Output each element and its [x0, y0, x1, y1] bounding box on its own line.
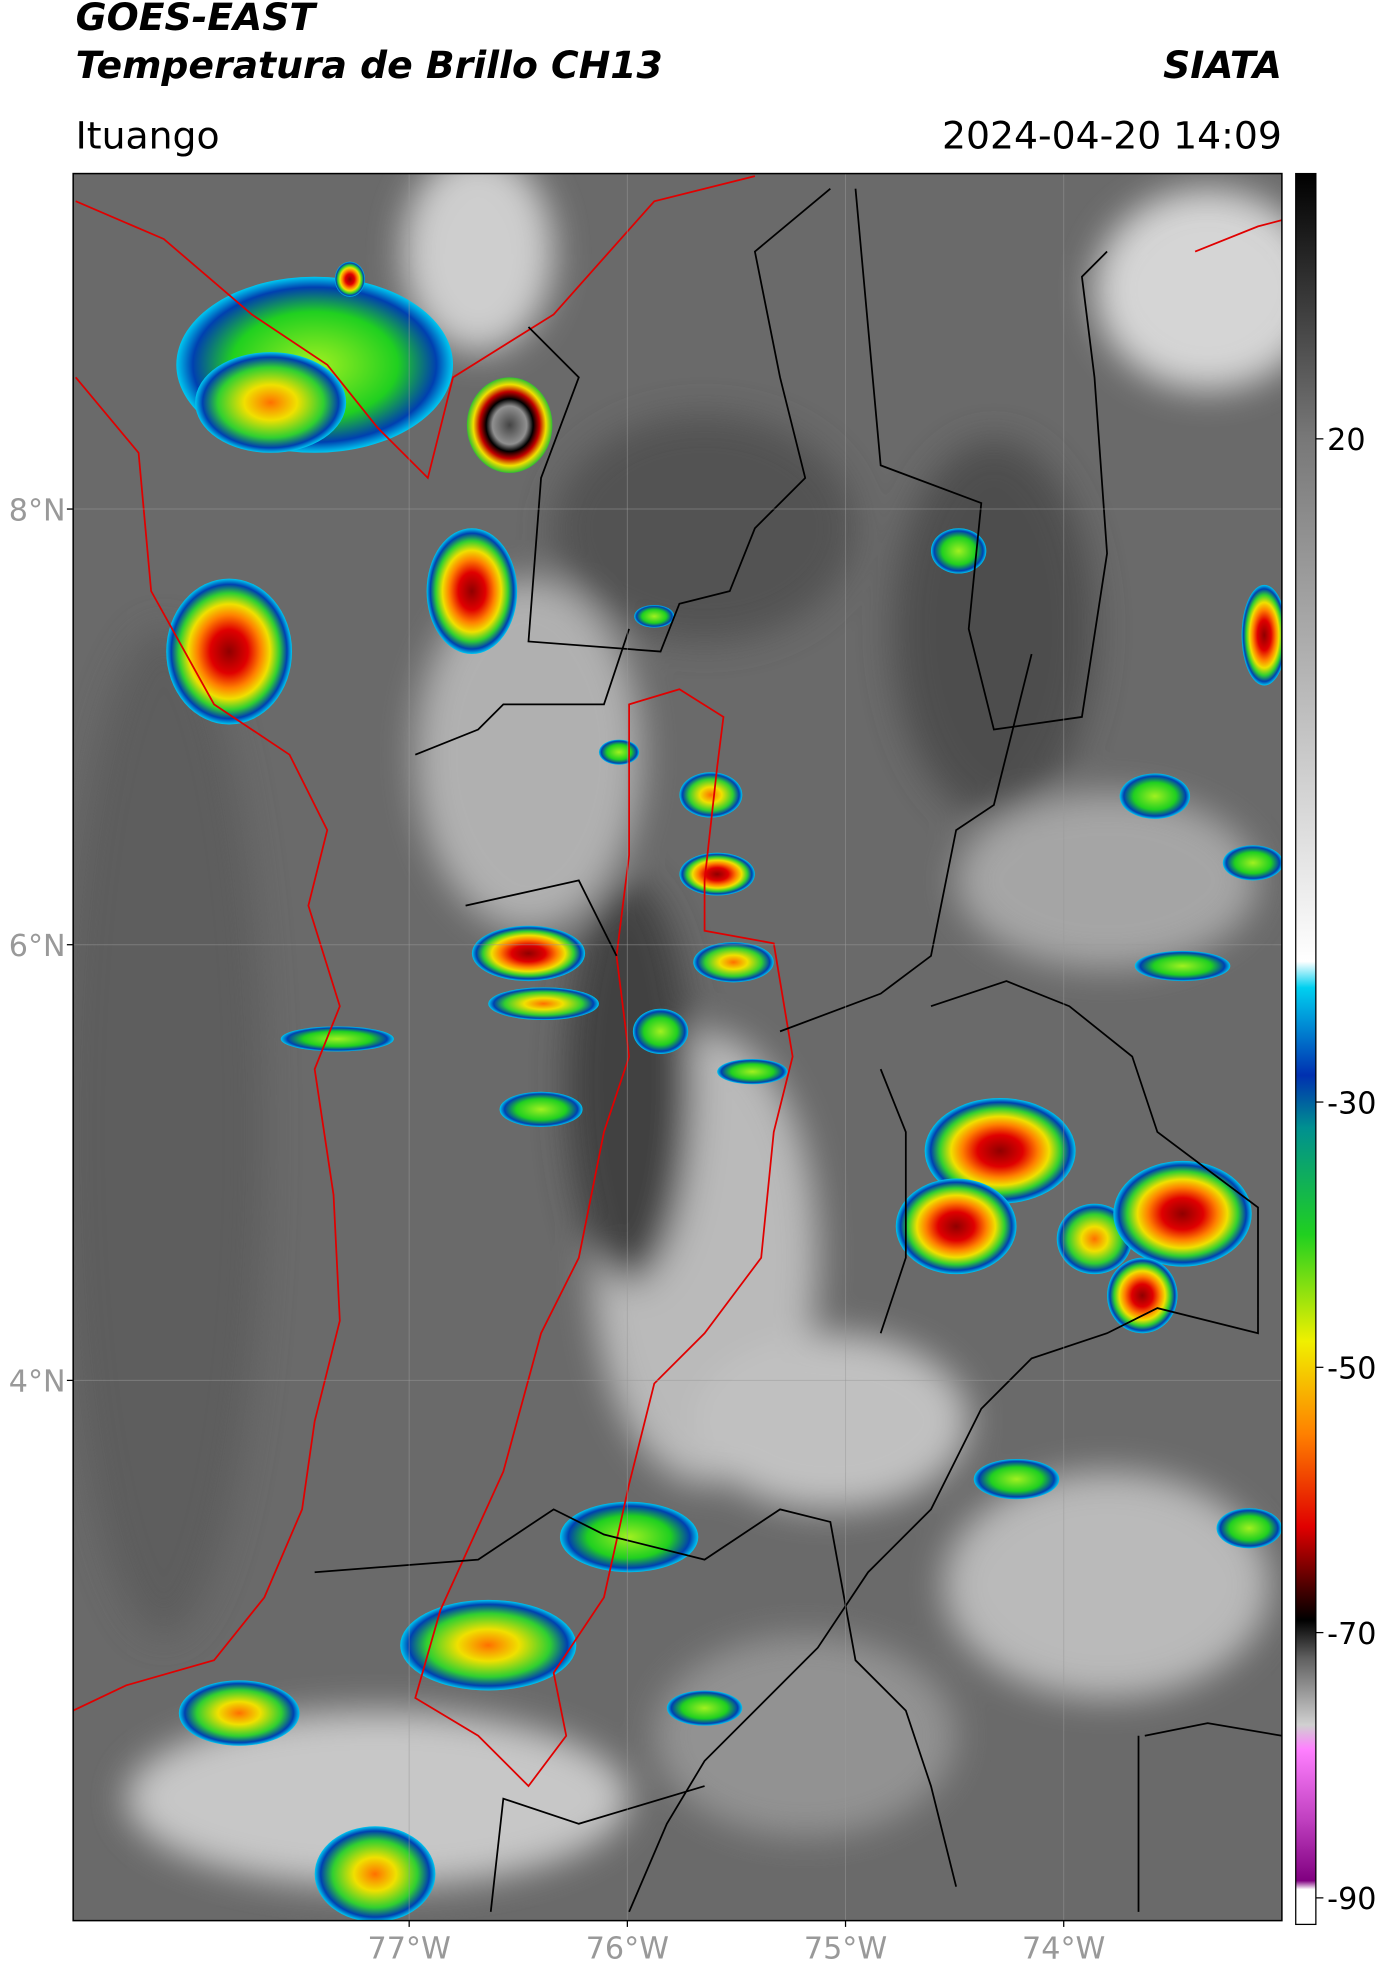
colorbar — [1295, 172, 1317, 1926]
cloud-texture — [73, 173, 1282, 1887]
y-tick-label: 8°N — [9, 493, 66, 528]
title: GOES-EAST — [76, 0, 319, 39]
map-image — [73, 173, 1282, 1921]
map-frame — [72, 172, 1283, 1922]
location: Ituango — [76, 113, 220, 157]
grid — [73, 173, 1282, 1921]
x-tick-label: 74°W — [1022, 1931, 1105, 1966]
y-tick-label: 4°N — [9, 1365, 66, 1400]
colorbar-label: -70 — [1327, 1617, 1376, 1652]
x-tick-label: 75°W — [804, 1931, 887, 1966]
colorbar-label: -30 — [1327, 1086, 1376, 1121]
source: SIATA — [1163, 43, 1282, 87]
datetime: 2024-04-20 14:09 — [942, 113, 1282, 157]
colorbar-label: -90 — [1327, 1882, 1376, 1917]
y-tick-label: 6°N — [9, 929, 66, 964]
x-tick-label: 76°W — [586, 1931, 669, 1966]
colorbar-label: 20 — [1327, 423, 1365, 458]
x-tick-label: 77°W — [368, 1931, 451, 1966]
subtitle: Temperatura de Brillo CH13 — [76, 43, 663, 87]
colorbar-label: -50 — [1327, 1352, 1376, 1387]
boundaries — [73, 175, 1282, 1913]
